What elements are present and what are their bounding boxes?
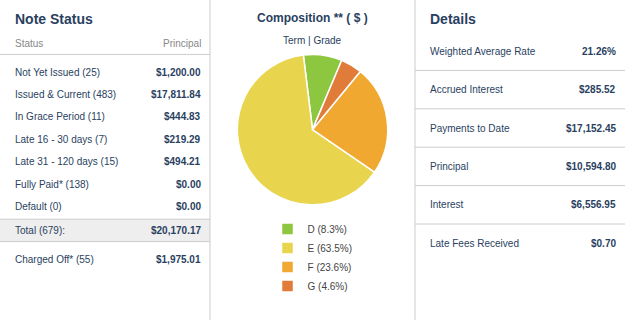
svg-text:D (8.3%): D (8.3%) xyxy=(308,224,347,235)
svg-text:Total (679):: Total (679): xyxy=(15,225,65,236)
svg-text:$0.00: $0.00 xyxy=(176,201,201,212)
svg-text:$17,811.84: $17,811.84 xyxy=(151,89,201,100)
svg-text:$1,200.00: $1,200.00 xyxy=(156,67,201,78)
svg-text:Late 16 - 30 days (7): Late 16 - 30 days (7) xyxy=(15,134,107,145)
svg-text:$444.83: $444.83 xyxy=(164,111,201,122)
svg-text:F (23.6%): F (23.6%) xyxy=(308,262,352,273)
svg-text:Weighted Average Rate: Weighted Average Rate xyxy=(430,46,536,57)
svg-text:Status: Status xyxy=(15,38,43,49)
svg-text:$0.00: $0.00 xyxy=(176,179,201,190)
svg-text:Late Fees Received: Late Fees Received xyxy=(430,238,519,249)
svg-text:Fully Paid* (138): Fully Paid* (138) xyxy=(15,179,89,190)
svg-text:$17,152.45: $17,152.45 xyxy=(566,123,616,134)
svg-text:Note Status: Note Status xyxy=(15,11,93,27)
svg-text:Term | Grade: Term | Grade xyxy=(283,35,342,46)
svg-text:$285.52: $285.52 xyxy=(579,84,616,95)
svg-text:$494.21: $494.21 xyxy=(164,156,201,167)
svg-text:$10,594.80: $10,594.80 xyxy=(566,161,616,172)
svg-text:21.26%: 21.26% xyxy=(582,46,616,57)
svg-text:Default (0): Default (0) xyxy=(15,201,62,212)
svg-text:G (4.6%): G (4.6%) xyxy=(308,281,348,292)
svg-text:$1,975.01: $1,975.01 xyxy=(156,254,201,265)
svg-text:$6,556.95: $6,556.95 xyxy=(571,199,616,210)
svg-text:Charged Off* (55): Charged Off* (55) xyxy=(15,254,94,265)
svg-text:Composition ** ( $ ): Composition ** ( $ ) xyxy=(257,11,368,25)
svg-text:Issued & Current (483): Issued & Current (483) xyxy=(15,89,116,100)
svg-text:$20,170.17: $20,170.17 xyxy=(151,225,201,236)
svg-text:Principal: Principal xyxy=(430,161,468,172)
svg-text:$0.70: $0.70 xyxy=(591,238,616,249)
svg-text:Details: Details xyxy=(430,11,476,27)
svg-text:Not Yet Issued (25): Not Yet Issued (25) xyxy=(15,67,100,78)
svg-text:Payments to Date: Payments to Date xyxy=(430,123,510,134)
svg-text:Principal: Principal xyxy=(163,38,201,49)
svg-text:Late 31 - 120 days (15): Late 31 - 120 days (15) xyxy=(15,156,118,167)
svg-text:Accrued Interest: Accrued Interest xyxy=(430,84,503,95)
svg-text:$219.29: $219.29 xyxy=(164,134,201,145)
svg-text:In Grace Period (11): In Grace Period (11) xyxy=(15,111,105,122)
svg-text:E (63.5%): E (63.5%) xyxy=(308,243,352,254)
svg-text:Interest: Interest xyxy=(430,199,464,210)
